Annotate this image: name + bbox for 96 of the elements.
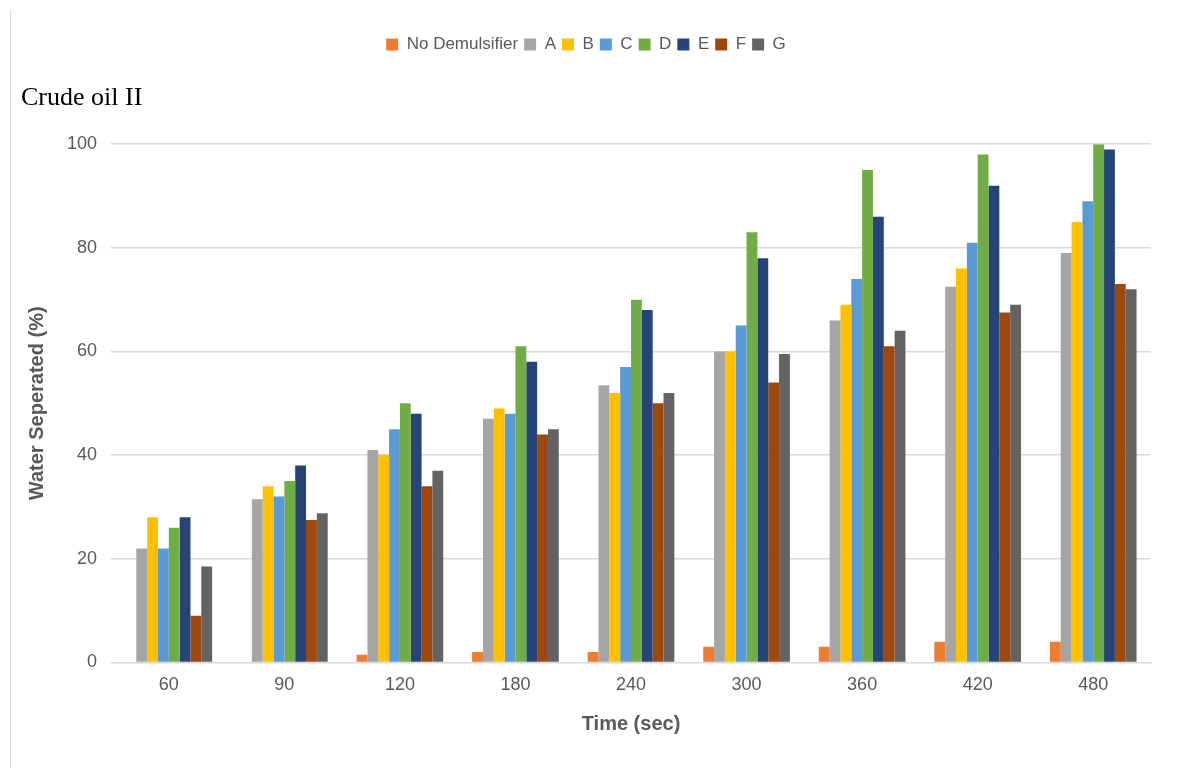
bar <box>1060 253 1072 662</box>
x-tick-label: 90 <box>274 674 295 695</box>
bar <box>999 312 1011 662</box>
y-axis-title: Water Seperated (%) <box>24 306 47 501</box>
bar <box>399 403 411 662</box>
bar <box>956 268 967 662</box>
bar <box>356 654 368 662</box>
bar <box>136 548 148 662</box>
bar <box>1104 149 1115 662</box>
x-tick-label: 180 <box>500 674 531 695</box>
bar <box>631 299 642 662</box>
y-tick-label: 0 <box>87 651 98 672</box>
x-tick-label: 240 <box>615 674 647 695</box>
y-tick-label: 60 <box>77 340 98 361</box>
bar <box>977 154 989 662</box>
bar <box>1071 221 1083 662</box>
bar <box>251 499 263 662</box>
bar <box>421 486 433 662</box>
bar <box>295 465 307 662</box>
y-tick-label: 80 <box>77 236 98 257</box>
legend-label: B <box>582 34 594 54</box>
bar <box>818 646 830 662</box>
legend-label: No Demulsifier <box>406 34 519 54</box>
bar <box>829 320 841 662</box>
bar <box>201 566 213 662</box>
bar <box>652 403 664 662</box>
bar <box>724 351 736 662</box>
bar <box>537 434 548 662</box>
bar <box>168 527 180 662</box>
x-tick-label: 360 <box>847 674 878 695</box>
bar <box>598 385 610 662</box>
legend-label: A <box>544 34 557 54</box>
bar <box>284 481 296 662</box>
x-tick-label: 120 <box>384 674 415 695</box>
legend-label: E <box>697 34 710 54</box>
x-tick-label: 480 <box>1078 674 1109 695</box>
bar <box>482 418 494 662</box>
y-tick-label: 100 <box>66 133 98 154</box>
bar <box>504 413 516 662</box>
y-tick-label: 40 <box>77 444 98 465</box>
bar <box>609 392 621 662</box>
bar <box>966 242 978 662</box>
legend-label: C <box>620 34 633 54</box>
bar <box>1010 304 1021 662</box>
bar <box>493 408 505 662</box>
bar <box>620 367 632 662</box>
legend-label: F <box>735 34 747 54</box>
bar <box>273 496 285 662</box>
bar <box>746 232 758 662</box>
bar <box>1125 289 1137 662</box>
bar <box>703 646 715 662</box>
bar <box>262 486 274 662</box>
legend-label: D <box>659 34 672 54</box>
bar <box>410 413 422 662</box>
bar <box>472 652 483 662</box>
y-tick-label: 20 <box>77 547 98 568</box>
bar <box>883 346 895 662</box>
bar <box>779 354 790 662</box>
bar <box>1114 284 1126 662</box>
bar <box>190 615 202 662</box>
bar <box>851 278 863 662</box>
bar <box>872 216 884 662</box>
bar <box>934 641 946 662</box>
x-tick-label: 420 <box>962 674 993 695</box>
bar <box>157 548 169 662</box>
legend-label: G <box>772 34 786 54</box>
bar <box>378 455 390 662</box>
chart-title: Crude oil II <box>21 82 143 112</box>
bar <box>316 513 328 662</box>
x-axis-title: Time (sec) <box>581 711 681 734</box>
x-tick-label: 300 <box>731 674 762 695</box>
bar <box>432 470 444 662</box>
bar <box>735 325 747 662</box>
bar <box>840 304 852 662</box>
bar <box>547 429 559 662</box>
bar <box>862 170 873 662</box>
bar <box>1082 201 1094 662</box>
bar <box>306 519 317 662</box>
bar <box>526 361 538 662</box>
bar <box>367 449 379 662</box>
bar <box>757 258 769 662</box>
bar <box>988 185 1000 662</box>
bar <box>389 429 400 662</box>
bar <box>179 517 191 662</box>
bar <box>147 517 158 662</box>
bar <box>768 382 780 662</box>
bar <box>714 351 725 662</box>
bar <box>1049 641 1061 662</box>
bar <box>587 652 599 662</box>
x-tick-label: 60 <box>158 674 179 695</box>
bar <box>515 346 527 662</box>
bar <box>641 310 653 662</box>
bar <box>945 286 957 662</box>
bar <box>1093 144 1105 662</box>
bar <box>894 330 906 662</box>
bar <box>663 392 675 662</box>
